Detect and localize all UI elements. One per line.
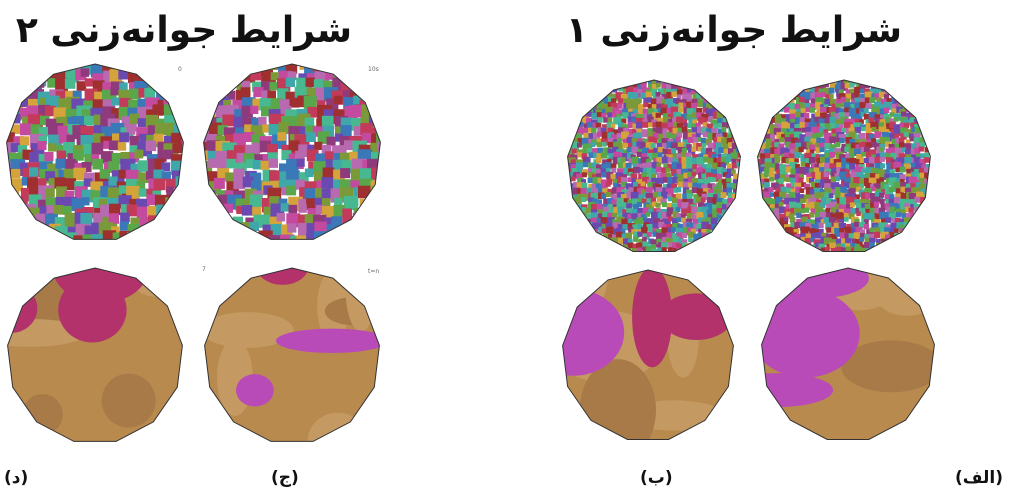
microstructure-b-top bbox=[562, 78, 746, 256]
panel-d-top-mark: 0 bbox=[178, 66, 182, 73]
microstructure-c-top bbox=[198, 62, 386, 244]
microstructure-c-bottom bbox=[198, 266, 386, 446]
heading-condition-1: شرایط جوانه‌زنی ۱ bbox=[565, 10, 902, 51]
microstructure-a-top bbox=[750, 78, 938, 256]
microstructure-a-bottom bbox=[752, 266, 944, 444]
heading-condition-2: شرایط جوانه‌زنی ۲ bbox=[15, 10, 352, 51]
panel-c-bottom-mark: 7 bbox=[202, 266, 206, 273]
panel-c-bottom-mark-2: t=n bbox=[368, 268, 380, 275]
microstructure-d-bottom bbox=[2, 266, 188, 446]
panel-c-top-mark: 10s bbox=[368, 66, 379, 73]
caption-c: (ج) bbox=[271, 468, 299, 488]
microstructure-b-bottom bbox=[556, 268, 740, 444]
caption-a: (الف) bbox=[955, 468, 1004, 488]
microstructure-d-top bbox=[2, 62, 188, 244]
caption-b: (ب) bbox=[640, 468, 673, 488]
caption-d: (د) bbox=[4, 468, 29, 488]
